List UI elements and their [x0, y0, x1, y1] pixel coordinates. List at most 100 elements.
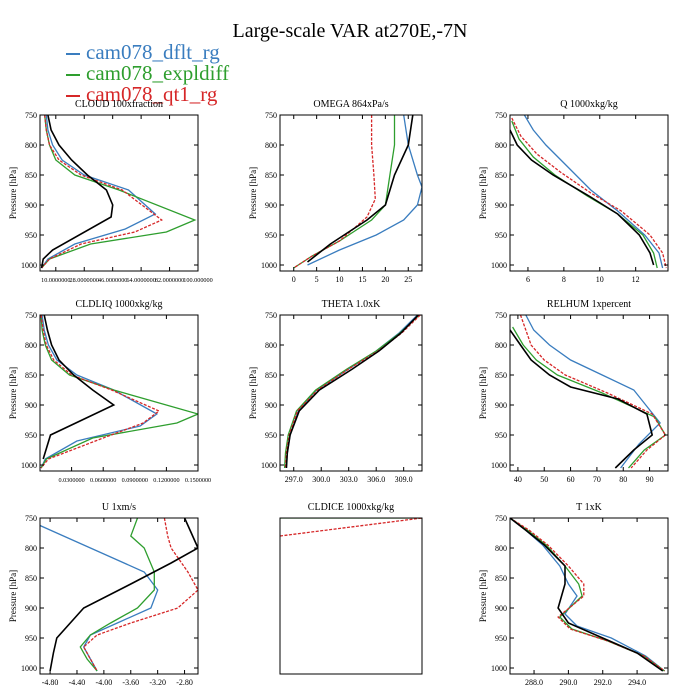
plot-frame	[280, 315, 422, 471]
series-group	[41, 315, 198, 468]
series-group	[285, 315, 421, 468]
series-line	[524, 115, 662, 268]
x-tick-label: 288.0	[525, 678, 543, 687]
y-tick-label: 950	[495, 431, 507, 440]
series-line	[513, 327, 666, 468]
y-tick-label: 750	[495, 514, 507, 523]
x-tick-label: -4.40	[69, 678, 86, 687]
panel-title: Q 1000xkg/kg	[560, 99, 618, 110]
y-tick-label: 950	[25, 634, 37, 643]
x-tick-label: 25	[404, 275, 412, 284]
y-tick-label: 850	[495, 371, 507, 380]
y-tick-label: 950	[495, 231, 507, 240]
x-tick-label: 46.0000000	[98, 277, 127, 284]
x-tick-label: 15	[358, 275, 366, 284]
panel-0: CLOUD 100xfraction750800850900950100010.…	[8, 99, 213, 284]
y-tick-label: 1000	[261, 461, 277, 470]
panel-title: CLDICE 1000xkg/kg	[308, 502, 394, 513]
y-tick-label: 900	[495, 201, 507, 210]
panel-2: Q 1000xkg/kg 750 800 850 900 950 1000 6 8 10 12 Pre…	[478, 99, 668, 284]
series-line	[308, 115, 413, 262]
panel-title: T 1xK	[576, 502, 602, 513]
series-group	[37, 518, 198, 671]
y-tick-label: 750	[495, 111, 507, 120]
x-tick-label: 70	[593, 475, 601, 484]
panel-7: CLDICE 1000xkg/kg	[280, 502, 422, 674]
series-line	[42, 115, 195, 268]
panel-title: CLOUD 100xfraction	[75, 99, 163, 110]
y-tick-label: 1000	[21, 664, 37, 673]
series-line	[286, 315, 417, 468]
series-group	[280, 518, 422, 536]
y-axis-label: Pressure [hPa]	[8, 367, 18, 419]
panel-title: CLDLIQ 1000xkg/kg	[76, 299, 163, 310]
panel-title: RELHUM 1xpercent	[547, 299, 631, 310]
series-group	[42, 115, 195, 268]
y-tick-label: 800	[25, 141, 37, 150]
y-tick-label: 900	[265, 401, 277, 410]
x-tick-label: 12	[632, 275, 640, 284]
plot-frame	[40, 518, 198, 674]
x-tick-label: 300.0	[312, 475, 330, 484]
series-line	[510, 518, 663, 671]
series-line	[512, 118, 666, 268]
panel-3: CLDLIQ 1000xkg/kg75080085090095010000.03…	[8, 299, 211, 484]
y-tick-label: 1000	[261, 261, 277, 270]
y-axis-label: Pressure [hPa]	[8, 167, 18, 219]
series-line	[41, 315, 198, 468]
x-tick-label: 292.0	[594, 678, 612, 687]
y-tick-label: 900	[495, 604, 507, 613]
x-tick-label: 0.0300000	[58, 477, 84, 484]
y-tick-label: 800	[495, 544, 507, 553]
series-line	[285, 315, 420, 468]
x-tick-label: 82.0000000	[155, 277, 184, 284]
x-tick-label: 294.0	[628, 678, 646, 687]
series-line	[510, 518, 665, 671]
x-tick-label: 303.0	[340, 475, 358, 484]
panel-1: OMEGA 864xPa/s75080085090095010000 5 10 15 2…	[248, 99, 422, 284]
y-tick-label: 850	[25, 371, 37, 380]
y-tick-label: 1000	[491, 461, 507, 470]
x-tick-label: 8	[562, 275, 566, 284]
x-tick-label: 0	[292, 275, 296, 284]
y-tick-label: 800	[495, 141, 507, 150]
x-tick-label: -2.80	[176, 678, 193, 687]
y-tick-label: 800	[25, 544, 37, 553]
series-line	[280, 518, 422, 536]
y-tick-label: 1000	[21, 261, 37, 270]
y-tick-label: 850	[25, 574, 37, 583]
y-tick-label: 800	[495, 341, 507, 350]
plot-frame	[280, 518, 422, 674]
x-tick-label: 64.0000000	[126, 277, 155, 284]
y-tick-label: 950	[265, 231, 277, 240]
x-tick-label: 10.0000000	[41, 277, 70, 284]
x-tick-label: 10	[336, 275, 344, 284]
series-line	[41, 315, 159, 468]
x-tick-label: 290.0	[559, 678, 577, 687]
y-tick-label: 950	[495, 634, 507, 643]
series-line	[510, 518, 665, 671]
x-tick-label: 80	[619, 475, 627, 484]
panel-4: THETA 1.0xK 750 800 850 900 950 1000 297.0 300.0…	[248, 299, 422, 484]
series-group	[294, 115, 422, 268]
y-axis-label: Pressure [hPa]	[478, 167, 488, 219]
y-axis-label: Pressure [hPa]	[8, 570, 18, 622]
x-tick-label: 20	[381, 275, 389, 284]
plot-frame	[40, 115, 198, 271]
x-tick-label: 50	[540, 475, 548, 484]
x-tick-label: -4.00	[96, 678, 113, 687]
panel-8: T 1xK7508008509009501000288.0 290.0 292.0 2…	[478, 502, 668, 687]
y-tick-label: 850	[265, 171, 277, 180]
y-tick-label: 900	[495, 401, 507, 410]
y-tick-label: 800	[265, 141, 277, 150]
series-line	[84, 518, 198, 671]
x-tick-label: 60	[567, 475, 575, 484]
y-tick-label: 750	[25, 514, 37, 523]
y-tick-label: 750	[25, 111, 37, 120]
plot-frame	[510, 518, 668, 674]
panel-5: RELHUM 1xpercent 750 800 850 900 950 1000 40 50 6…	[478, 299, 668, 484]
y-tick-label: 950	[25, 431, 37, 440]
x-tick-label: 10	[596, 275, 604, 284]
x-tick-label: -3.20	[149, 678, 166, 687]
y-tick-label: 1000	[491, 664, 507, 673]
